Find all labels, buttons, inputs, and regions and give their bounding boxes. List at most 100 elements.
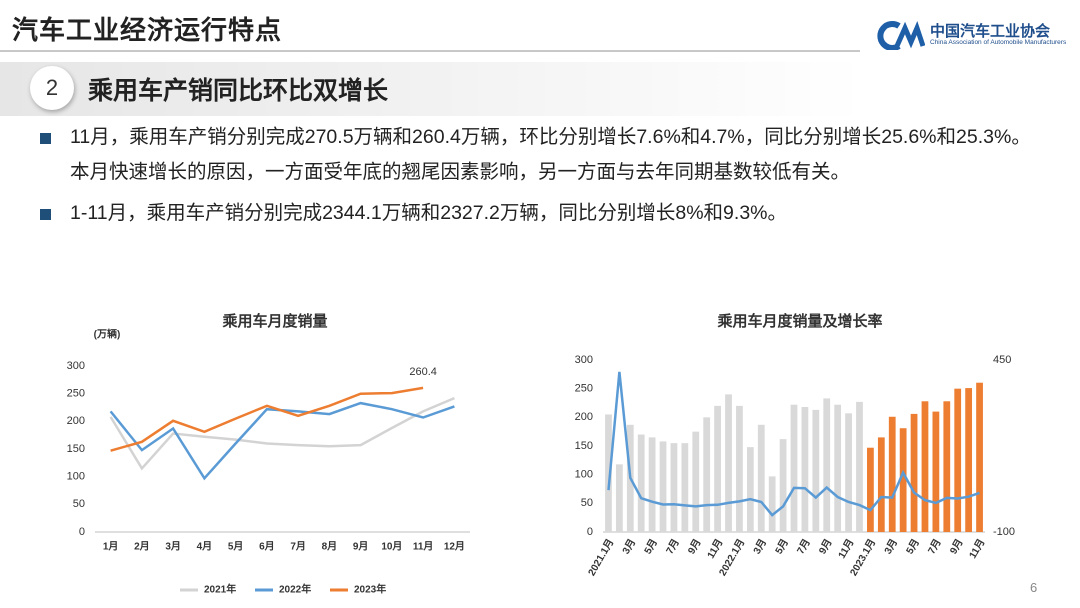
x-tick-label: 3月 [165, 541, 181, 553]
bar [736, 405, 743, 532]
y-tick-label: 300 [575, 354, 593, 366]
x-tick-label: 4月 [197, 541, 213, 553]
x-tick-label: 11月 [836, 537, 857, 561]
y-tick-label: 300 [67, 360, 85, 372]
legend-label: 2021年 [204, 583, 236, 596]
x-tick-label: 3月 [882, 537, 900, 556]
bar [812, 409, 820, 532]
x-tick-label: 3月 [620, 537, 638, 556]
bar [845, 413, 852, 532]
y-tick-label: 150 [67, 443, 85, 455]
line [607, 371, 980, 517]
y-tick-label: 100 [67, 471, 85, 483]
bar [779, 439, 787, 532]
x-tick-label: 11月 [705, 537, 726, 561]
y-tick-label: 200 [575, 411, 593, 423]
line [109, 401, 455, 481]
x-tick-label: 2月 [134, 541, 150, 553]
y-tick-label: 0 [587, 526, 593, 538]
section-number: 2 [30, 66, 74, 110]
bar [615, 464, 623, 532]
bar [954, 388, 962, 532]
bar [932, 411, 940, 532]
x-tick-label: 5月 [228, 541, 244, 553]
bar [877, 437, 885, 532]
logo-name: 中国汽车工业协会 [930, 23, 1051, 40]
x-tick-label: 9月 [816, 537, 834, 556]
x-tick-label: 2021.1月 [586, 537, 617, 578]
bar [888, 416, 896, 532]
bar [659, 441, 667, 532]
bar [790, 404, 798, 532]
y-tick-label: 50 [73, 498, 85, 510]
y-tick-label: 250 [575, 383, 593, 395]
bullet: 11月，乘用车产销分别完成270.5万辆和260.4万辆，环比分别增长7.6%和… [40, 120, 1050, 190]
y-tick-label: 50 [581, 497, 593, 509]
y-tick-label: 250 [67, 388, 85, 400]
bar [965, 388, 973, 532]
x-tick-label: 10月 [381, 541, 402, 553]
line [110, 386, 424, 452]
x-tick-label: 1月 [103, 541, 119, 553]
x-tick-label: 9月 [353, 541, 369, 553]
bar [867, 447, 874, 532]
chart-title: 乘用车月度销量及增长率 [716, 312, 882, 330]
x-tick-label: 9月 [947, 537, 965, 556]
y-tick-label: 150 [575, 440, 593, 452]
bar [725, 394, 732, 532]
bullet-list: 11月，乘用车产销分别完成270.5万辆和260.4万辆，环比分别增长7.6%和… [40, 120, 1050, 237]
logo-icon [877, 20, 925, 50]
bar [768, 476, 776, 532]
bar [746, 447, 754, 532]
x-tick-label: 11月 [413, 541, 434, 553]
bar [856, 401, 863, 532]
bar [714, 405, 721, 532]
bar [976, 382, 983, 532]
x-tick-label: 5月 [773, 537, 791, 556]
page-number: 6 [1030, 580, 1038, 595]
logo-subtitle: China Association of Automobile Manufact… [930, 39, 1067, 46]
x-tick-label: 6月 [259, 541, 275, 553]
bar [648, 437, 656, 532]
x-tick-label: 5月 [642, 537, 660, 556]
y-tick-label: 0 [79, 526, 85, 538]
data-label: 260.4 [409, 366, 437, 378]
x-tick-label: 7月 [926, 537, 944, 556]
bar [823, 398, 831, 532]
bar [910, 413, 918, 532]
legend-label: 2023年 [354, 583, 386, 596]
x-tick-label: 7月 [664, 537, 682, 556]
legend-label: 2022年 [279, 583, 311, 596]
bar [605, 414, 612, 532]
line [109, 396, 455, 471]
y2-tick-label: -100 [993, 526, 1015, 538]
section-title: 乘用车产销同比环比双增长 [88, 77, 389, 105]
y-tick-label: 200 [67, 415, 85, 427]
section-band [0, 62, 1080, 116]
bar [834, 404, 842, 532]
x-tick-label: 11月 [967, 537, 988, 561]
y2-tick-label: 450 [993, 354, 1011, 366]
x-tick-label: 3月 [751, 537, 769, 556]
bar [681, 443, 689, 532]
chart-title: 乘用车月度销量 [221, 312, 327, 330]
x-tick-label: 8月 [322, 541, 338, 553]
x-tick-label: 5月 [904, 537, 922, 556]
bar [943, 401, 951, 532]
bar [757, 424, 765, 532]
x-tick-label: 12月 [444, 541, 465, 553]
y-unit: (万辆) [94, 328, 121, 341]
x-tick-label: 9月 [685, 537, 703, 556]
bar [692, 431, 700, 532]
x-tick-label: 7月 [290, 541, 306, 553]
slide-title: 汽车工业经济运行特点 [12, 15, 283, 45]
bar [899, 428, 907, 532]
bullet: 1-11月，乘用车产销分别完成2344.1万辆和2327.2万辆，同比分别增长8… [40, 196, 1050, 231]
title-rule [0, 50, 860, 52]
y-tick-label: 100 [575, 469, 593, 481]
bar [801, 407, 809, 532]
bar [670, 443, 678, 532]
bar [703, 417, 711, 532]
